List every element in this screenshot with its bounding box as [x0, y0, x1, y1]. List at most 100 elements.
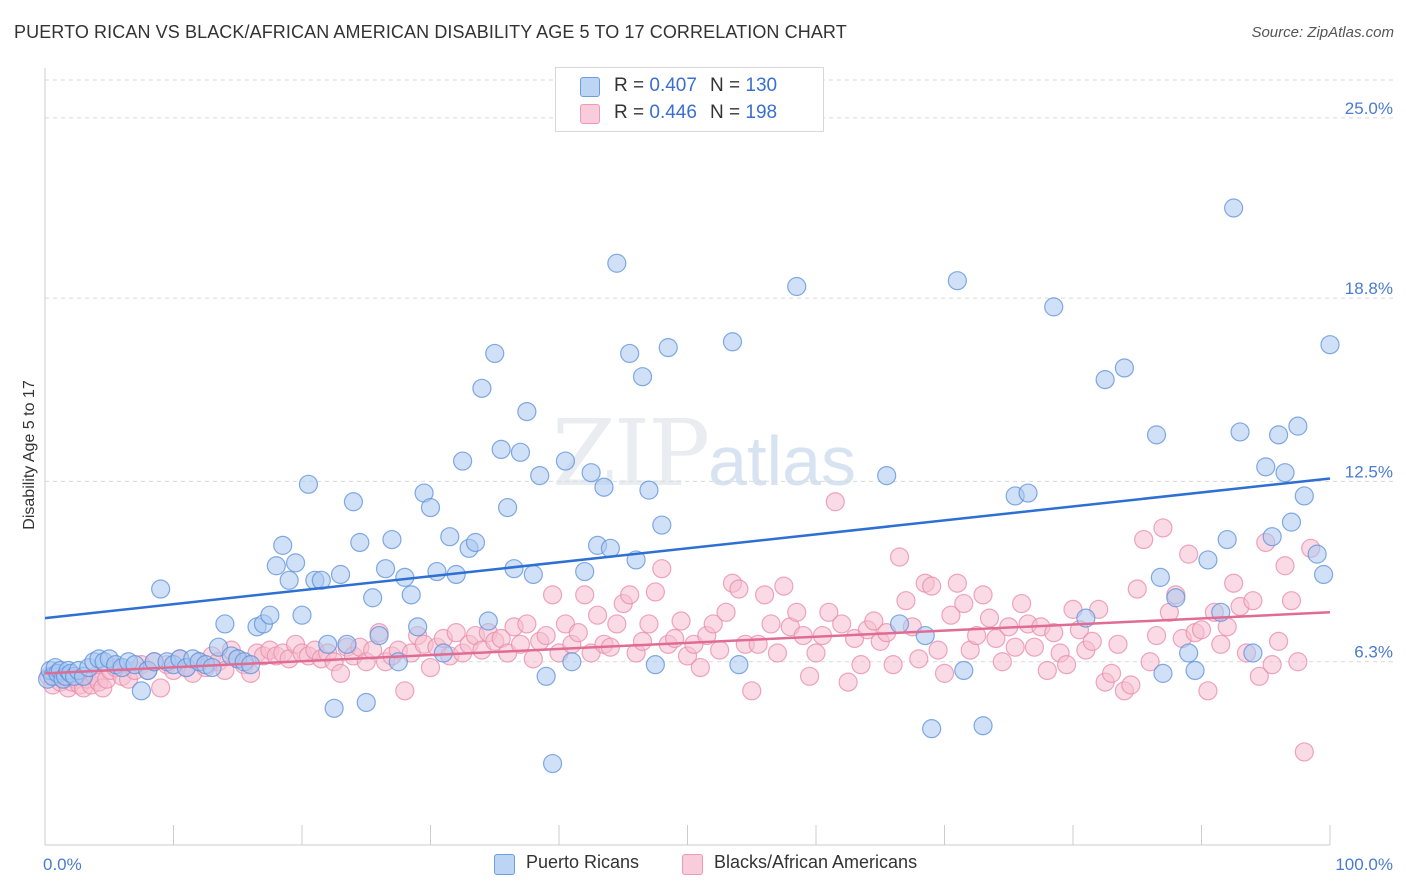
legend-n-label: N = [710, 75, 746, 96]
source-label: Source: ZipAtlas.com [1251, 24, 1394, 41]
data-point-blacks [645, 582, 665, 602]
data-point-puerto-ricans [485, 343, 505, 364]
data-point-puerto-ricans [427, 561, 447, 582]
legend-row-blacks: R = 0.446 N = 198 [556, 101, 823, 127]
data-point-puerto-ricans [1275, 463, 1295, 483]
data-point-puerto-ricans [382, 529, 402, 550]
data-point-puerto-ricans [1224, 198, 1244, 218]
data-point-puerto-ricans [420, 497, 441, 518]
data-point-blacks [954, 593, 974, 614]
data-point-blacks [1134, 529, 1154, 550]
data-point-puerto-ricans [498, 497, 518, 518]
data-point-puerto-ricans [1150, 567, 1170, 587]
trend-line-puerto-ricans [44, 477, 1331, 620]
data-point-blacks [896, 591, 916, 611]
legend-r-value: 0.407 [649, 75, 697, 96]
data-point-puerto-ricans [1095, 370, 1115, 390]
data-point-puerto-ricans [285, 553, 306, 573]
data-point-puerto-ricans [350, 532, 370, 553]
data-point-blacks [1281, 591, 1302, 611]
data-point-puerto-ricans [1313, 564, 1334, 585]
data-point-blacks [1288, 652, 1308, 672]
data-point-blacks [1198, 681, 1218, 701]
data-point-blacks [1108, 634, 1128, 654]
data-point-blacks [1262, 655, 1282, 675]
data-point-puerto-ricans [607, 253, 627, 273]
legend-swatch-blue [580, 77, 600, 97]
data-point-blacks [774, 576, 794, 596]
data-point-blacks [1179, 544, 1199, 564]
data-point-puerto-ricans [363, 588, 383, 608]
legend-swatch-pink [580, 104, 600, 124]
data-point-blacks [973, 585, 993, 605]
legend-n-value: 198 [745, 102, 778, 123]
data-point-blacks [1249, 666, 1269, 686]
data-point-puerto-ricans [440, 527, 460, 547]
legend-label: Puerto Ricans [526, 852, 640, 872]
data-point-blacks [1024, 637, 1045, 657]
data-point-puerto-ricans [954, 660, 974, 681]
legend-n-value: 130 [745, 75, 778, 96]
data-point-puerto-ricans [408, 617, 428, 637]
data-point-puerto-ricans [1288, 416, 1308, 436]
data-point-blacks [1275, 556, 1295, 576]
data-point-blacks [934, 663, 955, 683]
y-tick-label: 12.5% [1345, 462, 1393, 481]
watermark-sub: atlas [708, 422, 857, 500]
data-point-blacks [1056, 655, 1077, 675]
data-point-puerto-ricans [915, 625, 935, 646]
data-point-puerto-ricans [273, 535, 293, 555]
data-point-puerto-ricans [1320, 335, 1340, 355]
data-point-puerto-ricans [1146, 425, 1167, 445]
data-point-puerto-ricans [1230, 422, 1250, 442]
series-puerto-ricans [37, 198, 1340, 774]
data-point-blacks [703, 614, 723, 634]
data-point-blacks [1101, 663, 1122, 683]
x-tick-label: 0.0% [43, 855, 82, 874]
data-point-blacks [639, 614, 659, 634]
data-point-blacks [607, 614, 627, 634]
data-point-blacks [568, 623, 588, 643]
legend-r-label: R = [614, 75, 650, 96]
data-point-puerto-ricans [260, 605, 280, 625]
data-point-puerto-ricans [600, 538, 621, 558]
data-point-blacks [510, 634, 531, 654]
data-point-puerto-ricans [1179, 643, 1199, 663]
data-point-blacks [395, 681, 415, 701]
data-point-blacks [947, 573, 967, 593]
data-point-blacks [1127, 579, 1147, 599]
legend-swatch-pink [682, 854, 703, 875]
series-legend: Puerto Ricans Blacks/African Americans [0, 852, 1406, 878]
data-point-puerto-ricans [645, 655, 665, 675]
data-point-puerto-ricans [517, 401, 537, 422]
legend-n-label: N = [710, 102, 746, 123]
correlation-legend: R = 0.407 N = 130 R = 0.446 N = 198 [555, 67, 824, 132]
data-point-puerto-ricans [877, 465, 897, 486]
data-point-puerto-ricans [729, 655, 749, 675]
legend-n-text: N = 198 [710, 102, 777, 124]
data-point-puerto-ricans [922, 719, 942, 739]
data-point-blacks [1153, 518, 1173, 538]
data-point-puerto-ricans [343, 492, 363, 512]
legend-swatch-blue [494, 854, 515, 875]
y-axis-label: Disability Age 5 to 17 [21, 380, 38, 530]
data-point-puerto-ricans [1018, 483, 1038, 503]
data-point-puerto-ricans [562, 652, 582, 672]
data-point-puerto-ricans [318, 634, 338, 654]
y-tick-label: 18.8% [1345, 279, 1393, 298]
data-point-puerto-ricans [279, 570, 299, 590]
data-point-puerto-ricans [369, 625, 389, 646]
data-point-blacks [1224, 573, 1244, 593]
data-point-blacks [517, 614, 537, 634]
data-point-blacks [806, 643, 826, 663]
data-point-puerto-ricans [1243, 643, 1263, 663]
watermark: ZIPatlas [552, 400, 856, 507]
data-point-puerto-ricans [453, 451, 473, 471]
legend-r-text: R = 0.407 [614, 75, 697, 97]
data-point-puerto-ricans [652, 515, 672, 535]
data-point-puerto-ricans [1198, 550, 1218, 570]
data-point-puerto-ricans [510, 442, 531, 462]
data-point-puerto-ricans [1153, 663, 1173, 683]
data-point-blacks [838, 672, 858, 692]
